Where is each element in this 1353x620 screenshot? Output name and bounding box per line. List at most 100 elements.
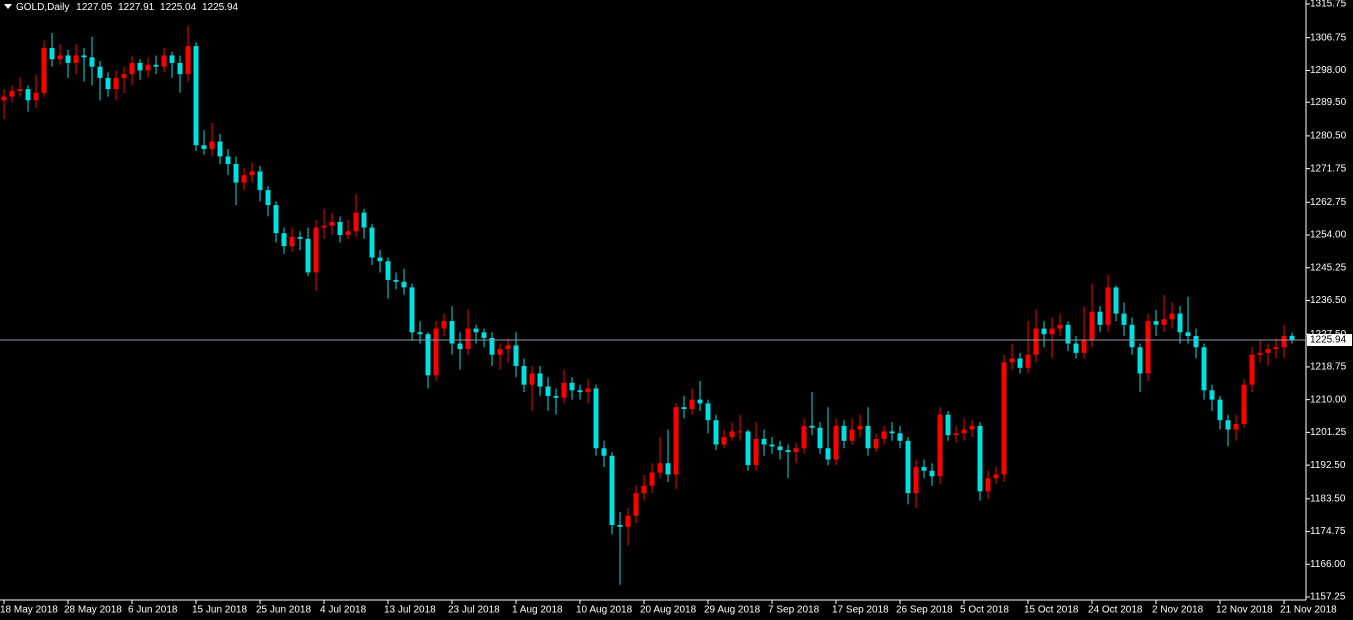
x-tick-label: 10 Aug 2018 <box>576 605 633 616</box>
candle-body <box>17 89 23 91</box>
candle-body <box>1025 354 1031 368</box>
candle-body <box>465 328 471 350</box>
candle-body <box>113 77 119 90</box>
candle-body <box>289 236 295 247</box>
candle-body <box>241 175 247 183</box>
y-tick-label: 1183.50 <box>1310 493 1346 504</box>
candle-body <box>401 281 407 288</box>
candle-body <box>233 163 239 183</box>
x-tick-label: 5 Oct 2018 <box>960 605 1009 616</box>
candle-body <box>825 448 831 460</box>
candle-body <box>793 448 799 453</box>
candle-body <box>929 470 935 477</box>
candle-body <box>473 328 479 333</box>
candle-body <box>217 141 223 157</box>
candle-body <box>1001 362 1007 475</box>
candle-body <box>921 466 927 471</box>
y-tick-label: 1306.75 <box>1310 32 1347 43</box>
candle-body <box>937 414 943 477</box>
candle-body <box>449 321 455 344</box>
price-box <box>1307 334 1352 347</box>
candle-body <box>745 431 751 466</box>
candle-body <box>1057 324 1063 329</box>
chart-header: GOLD,Daily 1227.05 1227.91 1225.04 1225.… <box>16 2 239 13</box>
candle-body <box>481 332 487 338</box>
candle-body <box>281 233 287 247</box>
x-tick-label: 28 May 2018 <box>64 605 122 616</box>
candle-body <box>89 57 95 67</box>
x-tick-label: 12 Nov 2018 <box>1216 605 1273 616</box>
candle-body <box>729 431 735 438</box>
candle-body <box>753 438 759 466</box>
candle-body <box>801 425 807 449</box>
candle-body <box>1033 328 1039 355</box>
candle-body <box>265 190 271 206</box>
candle-body <box>1281 335 1287 348</box>
candle-body <box>33 92 39 101</box>
candle-body <box>161 55 167 67</box>
x-tick-label: 13 Jul 2018 <box>384 605 436 616</box>
candle-body <box>1201 347 1207 391</box>
candle-body <box>169 55 175 63</box>
x-tick-label: 2 Nov 2018 <box>1152 605 1204 616</box>
candle-body <box>225 156 231 164</box>
candle-body <box>833 425 839 460</box>
x-tick-label: 20 Aug 2018 <box>640 605 697 616</box>
candle-body <box>505 345 511 350</box>
candle-body <box>433 328 439 376</box>
candle-body <box>673 407 679 475</box>
x-tick-label: 24 Oct 2018 <box>1088 605 1143 616</box>
candle-body <box>73 55 79 63</box>
candle-body <box>321 225 327 228</box>
y-tick-label: 1210.00 <box>1310 394 1347 405</box>
x-tick-label: 7 Sep 2018 <box>768 605 820 616</box>
x-tick-label: 6 Jun 2018 <box>128 605 178 616</box>
candle-body <box>585 388 591 393</box>
candle-body <box>1009 358 1015 363</box>
candle-body <box>625 515 631 527</box>
candle-body <box>593 388 599 449</box>
x-tick-label: 23 Jul 2018 <box>448 605 500 616</box>
candle-body <box>1233 423 1239 430</box>
candle-body <box>705 403 711 421</box>
candle-body <box>393 279 399 282</box>
candle-body <box>313 227 319 273</box>
last-open: 1227.05 <box>76 2 113 13</box>
y-tick-label: 1254.00 <box>1310 230 1347 241</box>
candle-body <box>105 77 111 90</box>
candle-body <box>849 429 855 441</box>
x-tick-label: 21 Nov 2018 <box>1280 605 1337 616</box>
candle-body <box>353 212 359 232</box>
candle-body <box>1081 339 1087 353</box>
candle-body <box>1193 336 1199 348</box>
candle-body <box>785 450 791 453</box>
candle-body <box>1289 335 1295 341</box>
x-tick-label: 4 Jul 2018 <box>320 605 367 616</box>
candle-body <box>81 55 87 58</box>
candle-body <box>961 429 967 434</box>
candle-body <box>809 425 815 428</box>
candle-body <box>633 493 639 516</box>
candle-body <box>777 446 783 451</box>
candle-body <box>713 420 719 445</box>
symbol-arrow[interactable] <box>4 4 12 9</box>
symbol: GOLD,Daily <box>16 2 69 13</box>
candle-body <box>361 212 367 228</box>
y-tick-label: 1218.75 <box>1310 362 1347 373</box>
candle-body <box>881 431 887 439</box>
candle-body <box>761 438 767 445</box>
x-tick-label: 15 Jun 2018 <box>192 605 247 616</box>
candle-body <box>873 438 879 449</box>
candle-body <box>993 474 999 479</box>
candle-body <box>177 62 183 75</box>
x-tick-label: 29 Aug 2018 <box>704 605 761 616</box>
x-tick-label: 25 Jun 2018 <box>256 605 311 616</box>
candle-body <box>945 414 951 436</box>
candle-body <box>1113 287 1119 314</box>
candle-body <box>985 478 991 492</box>
x-tick-label: 1 Aug 2018 <box>512 605 563 616</box>
candle-body <box>1129 324 1135 348</box>
candle-body <box>1273 347 1279 350</box>
candle-body <box>1121 313 1127 325</box>
